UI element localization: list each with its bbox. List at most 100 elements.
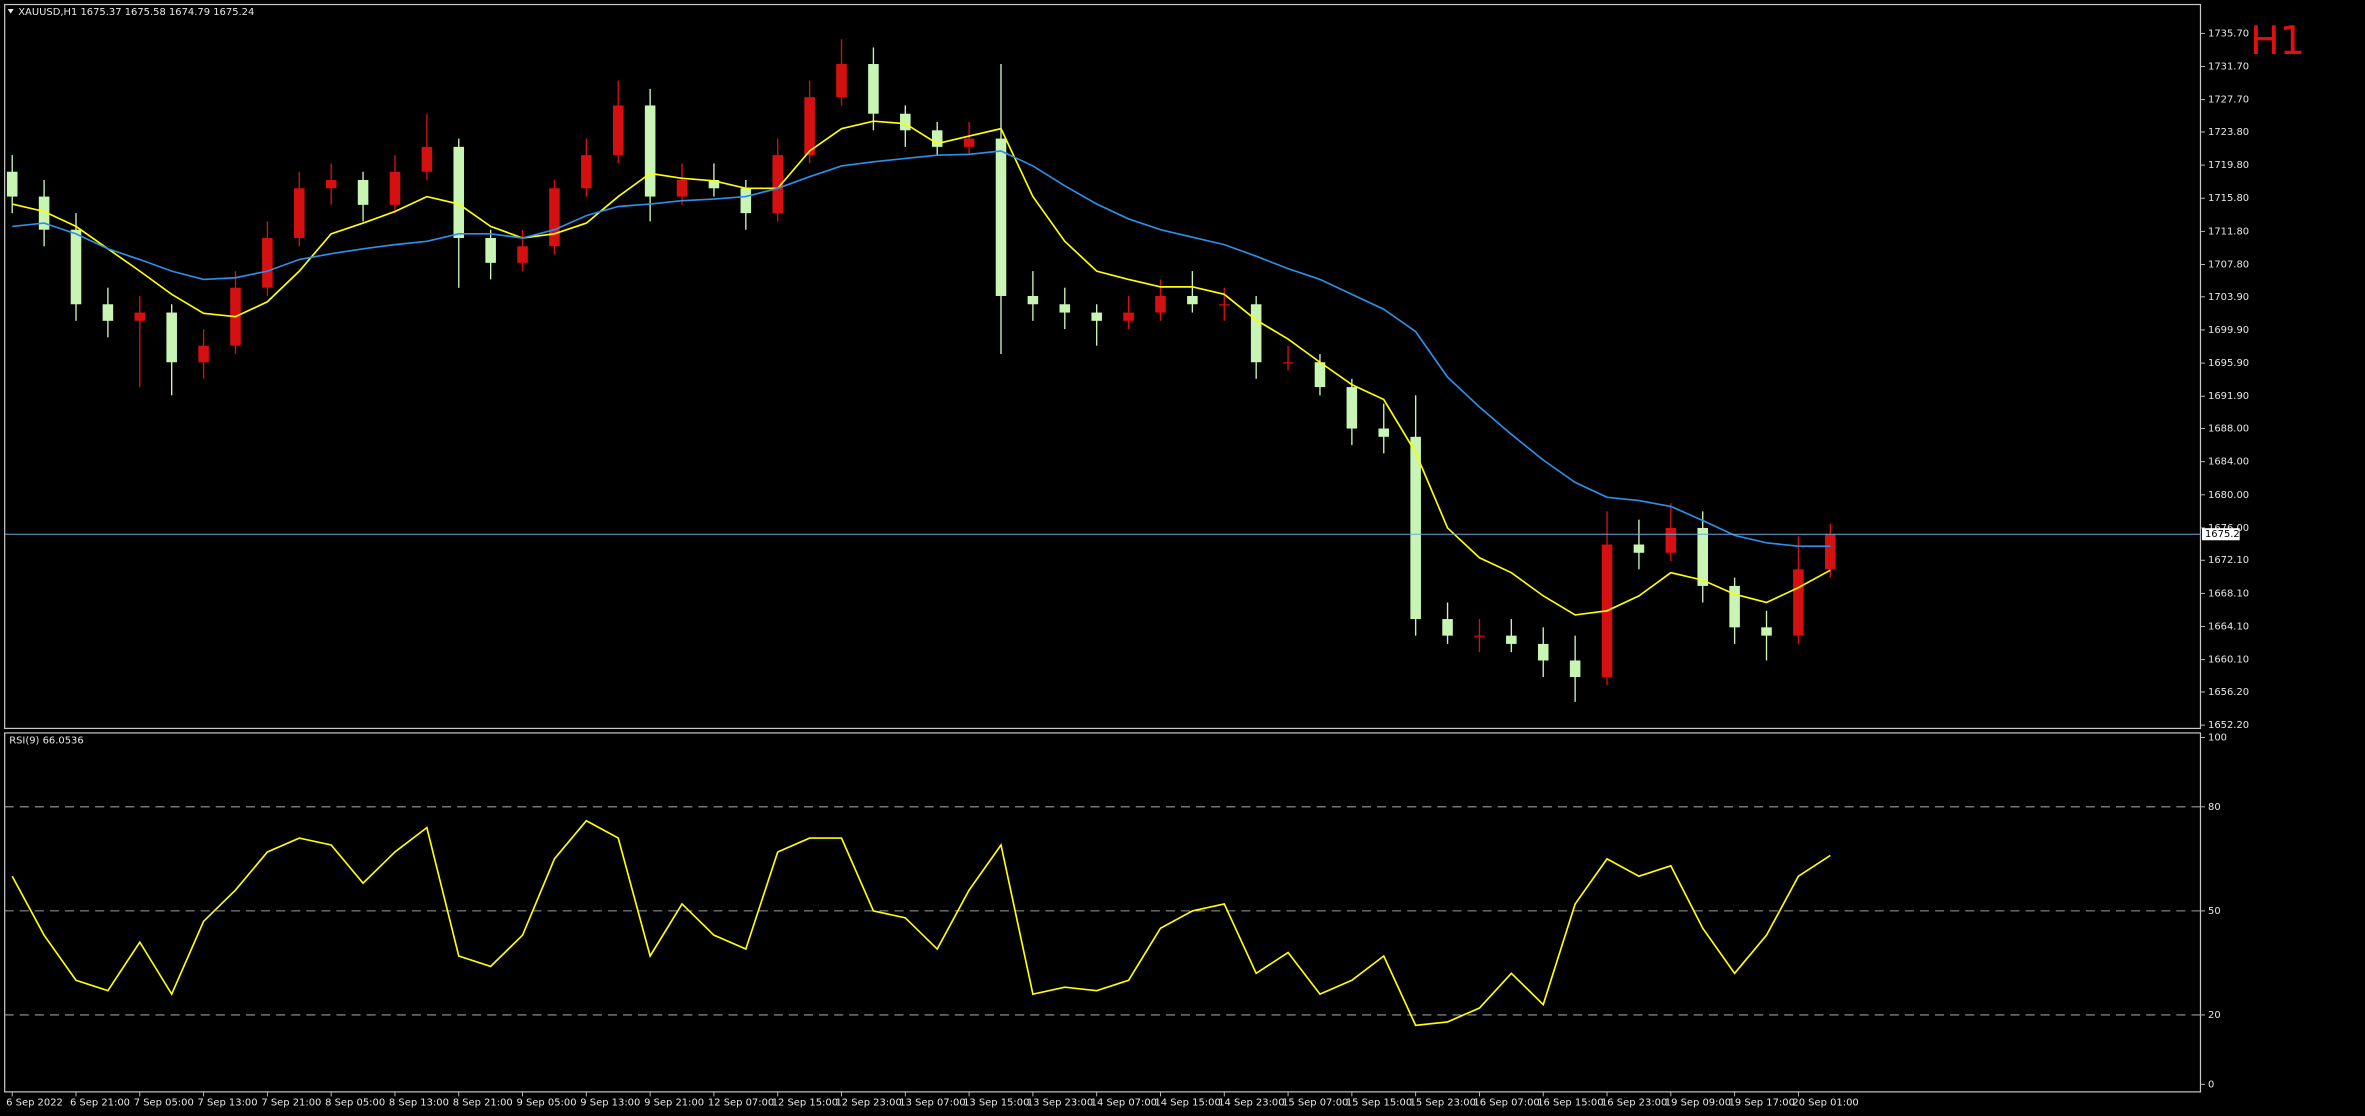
x-tick-label: 8 Sep 13:00: [389, 1097, 449, 1108]
x-tick-label: 7 Sep 21:00: [261, 1097, 321, 1108]
candle-body: [612, 105, 624, 156]
y-tick-label: 1735.70: [2208, 28, 2249, 39]
x-tick-label: 16 Sep 23:00: [1601, 1097, 1667, 1108]
y-tick-label: 100: [2208, 732, 2227, 743]
price-panel: [4, 3, 2202, 730]
candle-body: [1825, 534, 1836, 570]
y-tick-label: 1707.80: [2208, 260, 2249, 271]
y-tick-label: 1691.90: [2208, 391, 2249, 402]
candle-body: [900, 113, 911, 131]
candle-body: [1506, 635, 1517, 644]
candle-body: [931, 130, 943, 147]
x-tick-label: 15 Sep 23:00: [1410, 1097, 1476, 1108]
candle-body: [1665, 527, 1677, 553]
candle-body: [134, 312, 146, 321]
x-tick-label: 9 Sep 21:00: [644, 1097, 704, 1108]
candle-body: [421, 146, 433, 172]
candle-body: [1250, 304, 1262, 363]
x-tick-label: 12 Sep 07:00: [708, 1097, 774, 1108]
candle-body: [1410, 436, 1421, 620]
x-tick-label: 8 Sep 05:00: [325, 1097, 385, 1108]
x-tick-label: 6 Sep 2022: [6, 1097, 63, 1108]
timeframe-label: H1: [2250, 19, 2304, 64]
candle-body: [581, 155, 592, 189]
candle-body: [772, 155, 784, 214]
y-tick-label: 80: [2208, 802, 2221, 813]
candle-body: [198, 345, 209, 363]
candle-body: [325, 180, 337, 189]
x-tick-label: 19 Sep 17:00: [1729, 1097, 1795, 1108]
candle-body: [836, 64, 847, 98]
x-tick-label: 13 Sep 15:00: [963, 1097, 1029, 1108]
y-tick-label: 1731.70: [2208, 62, 2249, 73]
x-tick-label: 12 Sep 15:00: [772, 1097, 838, 1108]
x-tick-label: 13 Sep 07:00: [899, 1097, 965, 1108]
x-tick-label: 7 Sep 13:00: [198, 1097, 258, 1108]
candle-body: [549, 188, 560, 247]
y-tick-label: 1652.20: [2208, 720, 2249, 731]
x-tick-label: 20 Sep 01:00: [1792, 1097, 1858, 1108]
candle-body: [995, 138, 1007, 296]
rsi-title: RSI(9) 66.0536: [9, 735, 83, 746]
y-tick-label: 1664.10: [2208, 622, 2249, 633]
candle-body: [1059, 304, 1071, 313]
y-tick-label: 1711.80: [2208, 226, 2249, 237]
moving-average: [12, 120, 1831, 616]
x-tick-label: 15 Sep 07:00: [1282, 1097, 1348, 1108]
y-tick-label: 1680.00: [2208, 490, 2249, 501]
x-tick-label: 14 Sep 07:00: [1091, 1097, 1157, 1108]
x-tick-label: 9 Sep 13:00: [580, 1097, 640, 1108]
candle-body: [1091, 312, 1102, 321]
candle-body: [293, 188, 305, 238]
rsi-panel: [4, 732, 2202, 1093]
candle-body: [1442, 619, 1453, 636]
candle-body: [6, 171, 18, 197]
x-tick-label: 6 Sep 21:00: [70, 1097, 130, 1108]
candle-body: [453, 146, 465, 238]
x-tick-label: 12 Sep 23:00: [835, 1097, 901, 1108]
last-price-label: 1675.24: [2205, 529, 2246, 540]
y-tick-label: 1699.90: [2208, 325, 2249, 336]
candle-body: [740, 188, 752, 214]
candle-body: [1633, 544, 1645, 553]
y-tick-label: 1688.00: [2208, 424, 2249, 435]
candle-body: [1569, 660, 1581, 678]
candle-body: [485, 237, 496, 263]
y-tick-label: 1703.90: [2208, 292, 2249, 303]
x-tick-label: 16 Sep 15:00: [1537, 1097, 1603, 1108]
candle-body: [1282, 362, 1294, 364]
y-tick-label: 0: [2208, 1079, 2214, 1090]
y-tick-label: 1668.10: [2208, 588, 2249, 599]
chart-title: XAUUSD,H1 1675.37 1675.58 1674.79 1675.2…: [18, 7, 254, 18]
candle-body: [70, 229, 82, 305]
candle-body: [517, 246, 528, 263]
candle-body: [644, 105, 656, 197]
menu-arrow[interactable]: [7, 9, 14, 14]
x-tick-label: 14 Sep 15:00: [1154, 1097, 1220, 1108]
y-tick-label: 1656.20: [2208, 687, 2249, 698]
candle-body: [1793, 569, 1804, 636]
candle-body: [166, 312, 177, 363]
x-tick-label: 7 Sep 05:00: [134, 1097, 194, 1108]
candle-body: [1314, 362, 1326, 388]
candle-body: [1474, 635, 1485, 637]
x-tick-label: 9 Sep 05:00: [517, 1097, 577, 1108]
y-tick-label: 1719.80: [2208, 160, 2249, 171]
y-tick-label: 1715.80: [2208, 193, 2249, 204]
y-tick-label: 50: [2208, 906, 2221, 917]
moving-average: [12, 150, 1831, 547]
candle-body: [1537, 643, 1549, 661]
y-tick-label: 1727.70: [2208, 95, 2249, 106]
candle-body: [357, 180, 369, 205]
x-tick-label: 19 Sep 09:00: [1665, 1097, 1731, 1108]
y-tick-label: 1684.00: [2208, 457, 2249, 468]
candle-body: [1218, 304, 1230, 306]
candle-body: [38, 196, 50, 230]
candle-body: [1027, 295, 1039, 305]
last-price-box: [2201, 528, 2240, 541]
candle-body: [963, 138, 975, 147]
candle-body: [1346, 387, 1358, 429]
y-tick-label: 1672.10: [2208, 555, 2249, 566]
